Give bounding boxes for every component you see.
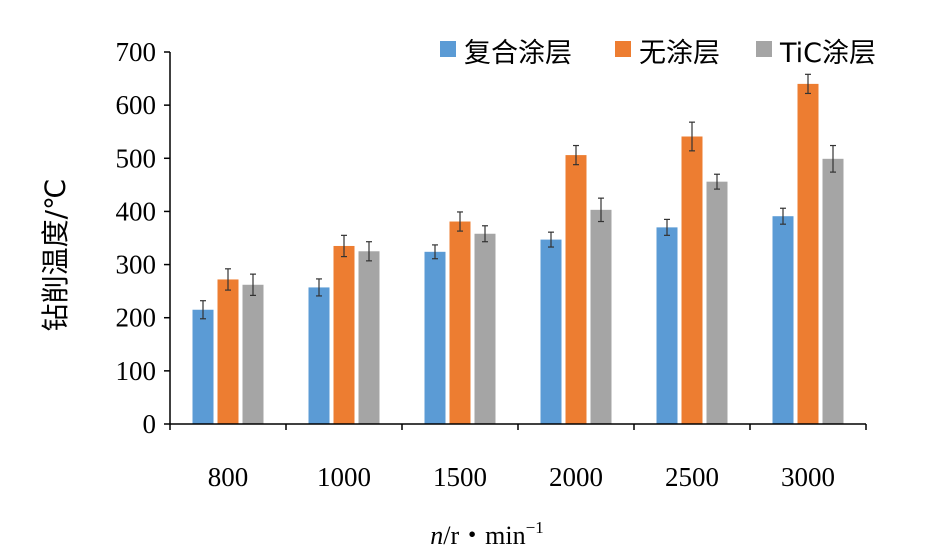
bar	[565, 155, 587, 424]
bar	[474, 233, 496, 424]
y-tick-label: 400	[116, 196, 157, 226]
x-tick-label: 1000	[317, 462, 371, 492]
bar	[308, 287, 330, 424]
x-tick-label: 800	[208, 462, 249, 492]
bar	[681, 136, 703, 425]
legend-swatch	[615, 41, 631, 57]
x-axis-label-exponent: −1	[526, 518, 544, 537]
y-tick-label: 200	[116, 303, 157, 333]
y-tick-labels: 0 100 200 300 400 500 600 700	[116, 37, 157, 439]
bar	[333, 245, 355, 424]
x-tick-labels: 800 1000 1500 2000 2500 3000	[208, 462, 835, 492]
bar	[797, 83, 819, 424]
x-tick-label: 2000	[549, 462, 603, 492]
bar	[424, 251, 446, 424]
bar	[242, 284, 264, 424]
error-bars	[200, 73, 836, 320]
y-tick-label: 300	[116, 250, 157, 280]
y-tick-label: 500	[116, 143, 157, 173]
legend-label: 无涂层	[639, 38, 720, 69]
y-tick-label: 100	[116, 356, 157, 386]
y-tick-label: 0	[143, 409, 157, 439]
bar	[358, 251, 380, 424]
x-tick-label: 1500	[433, 462, 487, 492]
legend-swatch	[440, 41, 456, 57]
bar	[822, 158, 844, 424]
x-axis-label: n/r・min−1	[430, 518, 543, 550]
x-tick-label: 3000	[781, 462, 835, 492]
bars	[192, 83, 844, 425]
x-axis	[169, 423, 867, 430]
bar	[656, 227, 678, 424]
x-axis-label-unit: /r・min	[443, 521, 525, 550]
bar	[772, 216, 794, 424]
legend-label: TiC涂层	[779, 38, 876, 69]
bar	[449, 221, 471, 424]
bar	[590, 209, 612, 424]
x-axis-label-variable: n	[430, 521, 443, 550]
bar	[217, 279, 239, 424]
bar	[706, 181, 728, 424]
y-axis-label: 钻削温度/℃	[39, 179, 72, 332]
y-tick-label: 600	[116, 90, 157, 120]
y-axis	[164, 51, 171, 425]
bar	[192, 309, 214, 424]
legend-swatch	[756, 41, 772, 57]
legend-label: 复合涂层	[464, 38, 572, 69]
x-tick-label: 2500	[665, 462, 719, 492]
legend: 复合涂层 无涂层 TiC涂层	[440, 38, 876, 69]
bar	[540, 239, 562, 424]
y-tick-label: 700	[116, 37, 157, 67]
